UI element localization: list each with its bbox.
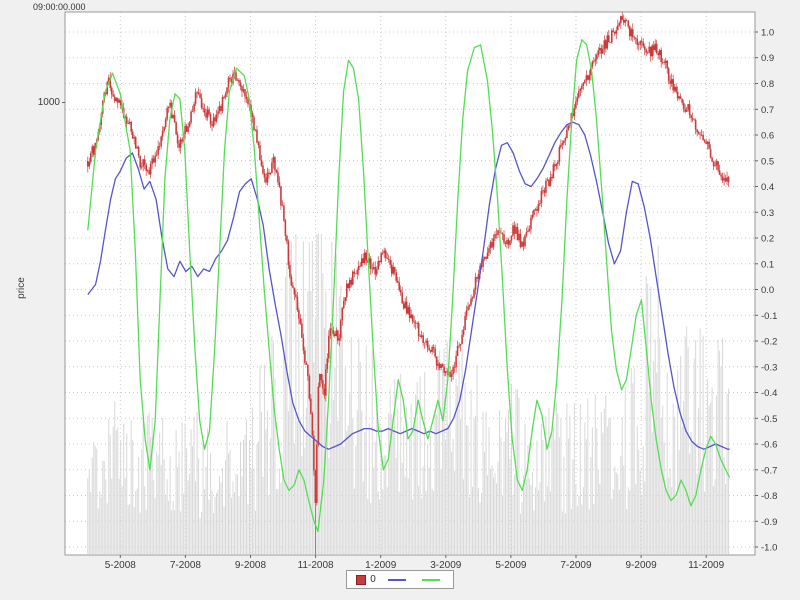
svg-text:5-2008: 5-2008 [105,560,137,571]
svg-text:-0.7: -0.7 [761,465,777,476]
svg-text:0.0: 0.0 [761,285,774,296]
svg-text:-0.8: -0.8 [761,491,777,502]
svg-text:-0.2: -0.2 [761,337,777,348]
legend-item-candles: 0 [356,574,376,585]
blue-indicator-path [87,121,730,450]
svg-text:-0.6: -0.6 [761,440,777,451]
price-axis-title: price [16,277,27,299]
domain-start-timestamp: 09:00:00.000 [33,2,86,12]
svg-text:-1.0: -1.0 [761,543,777,554]
svg-text:-0.5: -0.5 [761,414,777,425]
svg-text:11-2008: 11-2008 [298,560,334,571]
svg-text:0.3: 0.3 [761,208,774,219]
svg-text:7-2009: 7-2009 [560,560,592,571]
legend-row: 0 [0,570,800,589]
svg-text:1-2009: 1-2009 [365,560,397,571]
axis-tick-labels: 5-2008 7-2008 9-2008 11-2008 1-2009 3-2009 5-2… [105,28,778,572]
svg-text:5-2009: 5-2009 [495,560,527,571]
chart-legend: 0 [346,570,454,589]
legend-label-candles: 0 [370,574,376,585]
axes [62,11,758,558]
svg-text:0.4: 0.4 [761,182,774,193]
svg-text:0.8: 0.8 [761,79,774,90]
candlestick-series-swatch [356,574,367,585]
price-axis-tick-1000: 1000 [37,97,60,108]
svg-text:0.2: 0.2 [761,234,774,245]
svg-text:3-2009: 3-2009 [430,560,462,571]
svg-text:0.5: 0.5 [761,156,774,167]
svg-text:0.1: 0.1 [761,259,774,270]
svg-text:-0.4: -0.4 [761,388,777,399]
legend-item-green-line [421,578,444,581]
svg-text:7-2008: 7-2008 [170,560,202,571]
blue-line-swatch [387,578,406,581]
svg-text:11-2009: 11-2009 [688,560,724,571]
legend-item-blue-line [387,578,410,581]
svg-text:-0.3: -0.3 [761,362,777,373]
volume-bars [87,233,730,555]
svg-text:1.0: 1.0 [761,28,774,39]
svg-text:0.6: 0.6 [761,131,774,142]
green-line-swatch [421,578,440,581]
candlestick-series [86,11,730,555]
green-indicator-path [87,39,731,533]
svg-text:-0.1: -0.1 [761,311,777,322]
svg-text:0.9: 0.9 [761,53,774,64]
svg-text:-0.9: -0.9 [761,517,777,528]
svg-text:0.7: 0.7 [761,105,774,116]
svg-text:9-2009: 9-2009 [626,560,658,571]
svg-text:9-2008: 9-2008 [235,560,267,571]
